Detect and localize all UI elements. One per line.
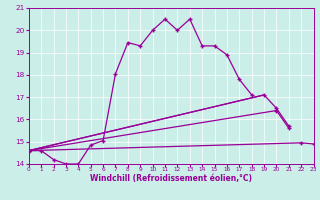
X-axis label: Windchill (Refroidissement éolien,°C): Windchill (Refroidissement éolien,°C) xyxy=(90,174,252,183)
